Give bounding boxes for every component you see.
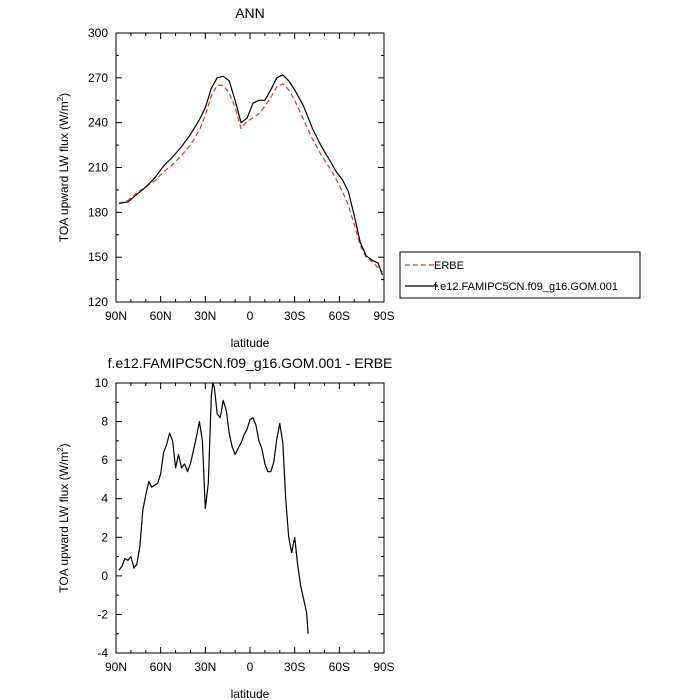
legend: ERBE f.e12.FAMIPC5CN.f09_g16.GOM.001 [399, 251, 641, 299]
y-tick-label: 10 [95, 376, 109, 390]
y-tick-label: -2 [97, 607, 108, 621]
y-tick-label: 270 [88, 71, 108, 85]
x-tick-label: 60N [150, 309, 172, 323]
chart-title: ANN [235, 5, 265, 21]
legend-label-0: ERBE [434, 260, 464, 272]
y-tick-label: 120 [88, 295, 108, 309]
top-panel: 120 150 180 210 240 270 300 90N 60N 30N 0 30S 60S 90S… [56, 5, 395, 350]
series-line-0 [118, 382, 309, 634]
x-axis-label: latitude [231, 687, 270, 700]
legend-label-1: f.e12.FAMIPC5CN.f09_g16.GOM.001 [434, 281, 618, 293]
x-tick-label: 90N [105, 309, 127, 323]
x-tick-label: 30S [284, 660, 305, 674]
x-axis-label: latitude [231, 336, 270, 350]
chart-title: f.e12.FAMIPC5CN.f09_g16.GOM.001 - ERBE [108, 355, 393, 371]
y-axis-label: TOA upward LW flux (W/m2) [56, 443, 71, 592]
series-line-0 [118, 83, 383, 273]
y-tick-label: 0 [101, 569, 108, 583]
y-tick-label: 210 [88, 161, 108, 175]
x-tick-label: 60S [329, 660, 350, 674]
y-tick-label: 4 [101, 492, 108, 506]
y-tick-label: 240 [88, 116, 108, 130]
x-tick-label: 30N [194, 660, 216, 674]
plot-frame [115, 382, 385, 654]
y-tick-label: -4 [97, 646, 108, 660]
x-tick-label: 60N [150, 660, 172, 674]
legend-box [399, 251, 641, 299]
y-tick-label: 8 [101, 415, 108, 429]
x-tick-label: 30N [194, 309, 216, 323]
bottom-panel: -4 -2 0 2 4 6 8 10 90N 60N 30N 0 30S 60S 90S f.e12.FAMI… [56, 355, 395, 700]
y-axis-label: TOA upward LW flux (W/m2) [56, 93, 71, 242]
x-tick-label: 0 [247, 309, 254, 323]
y-tick-label: 150 [88, 250, 108, 264]
series-line-1 [118, 74, 384, 276]
y-tick-label: 300 [88, 26, 108, 40]
x-tick-label: 60S [329, 309, 350, 323]
y-tick-label: 2 [101, 530, 108, 544]
x-tick-label: 30S [284, 309, 305, 323]
plot-frame [115, 32, 385, 303]
x-tick-label: 90N [105, 660, 127, 674]
x-tick-label: 90S [373, 660, 394, 674]
x-tick-label: 0 [247, 660, 254, 674]
x-tick-label: 90S [373, 309, 394, 323]
y-tick-label: 180 [88, 205, 108, 219]
y-tick-label: 6 [101, 453, 108, 467]
